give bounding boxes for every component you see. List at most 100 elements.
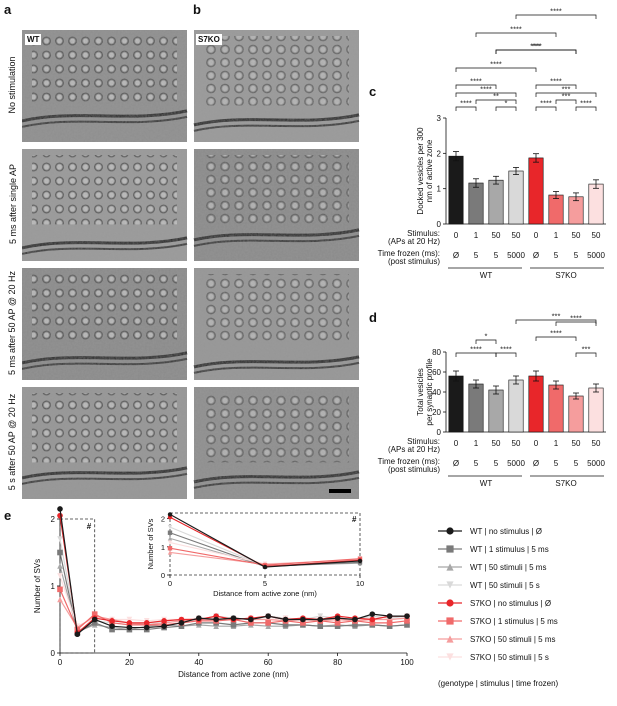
legend-marker-1 <box>446 545 454 553</box>
legend-label-3: WT | 50 stimuli | 5 s <box>470 581 540 590</box>
time-frozen-value: 5 <box>494 459 499 468</box>
micrograph-grain <box>22 149 187 261</box>
group-label-s7ko: S7KO <box>555 271 576 280</box>
significance-stars: **** <box>470 345 482 354</box>
stimulus-value: 50 <box>512 439 521 448</box>
significance-bracket <box>455 106 477 111</box>
data-point <box>317 616 324 623</box>
bar-s7ko-7 <box>588 183 604 225</box>
significance-bracket <box>555 99 577 104</box>
panel-label-b: b <box>193 2 201 17</box>
legend-marker-7 <box>446 653 454 661</box>
data-point <box>57 536 63 542</box>
data-point <box>57 573 63 579</box>
micrograph-wt-row-0 <box>22 30 188 142</box>
legend: WT | no stimulus | Ø WT | 1 stimulus | 5… <box>430 520 617 706</box>
data-point <box>317 613 324 619</box>
stimulus-value: 50 <box>592 231 601 240</box>
legend-marker-3 <box>446 581 454 589</box>
x-tick-label: 0 <box>58 658 63 667</box>
y-tick-label: 0 <box>437 428 442 437</box>
x-tick-label: 60 <box>264 658 273 667</box>
micrograph-s7ko-row-0 <box>193 30 360 142</box>
significance-stars: **** <box>490 60 502 69</box>
micrograph-s7ko-row-3 <box>193 387 360 499</box>
y-tick-label: 40 <box>432 388 441 397</box>
legend-marker-5 <box>446 617 454 625</box>
bar-s7ko-4 <box>528 375 544 433</box>
legend-label-7: S7KO | 50 stimuli | 5 s <box>470 653 549 662</box>
significance-bracket <box>455 84 497 89</box>
y-tick-label: 3 <box>437 114 442 123</box>
legend-label-2: WT | 50 stimuli | 5 ms <box>470 563 547 572</box>
data-point <box>57 506 63 512</box>
inset-x-tick-label: 10 <box>356 579 364 588</box>
data-point <box>109 618 115 624</box>
data-point <box>282 616 289 623</box>
inset-x-tick-label: 5 <box>263 579 267 588</box>
data-point <box>352 622 358 628</box>
data-point <box>300 616 306 623</box>
significance-stars: **** <box>460 99 472 108</box>
time-frozen-value: Ø <box>453 459 459 468</box>
data-point <box>161 618 167 624</box>
micrograph-wt-row-1 <box>22 149 188 261</box>
time-frozen-value: 5000 <box>507 251 525 260</box>
data-point <box>213 623 219 629</box>
row-label-0: No stimulation <box>7 56 17 114</box>
data-point <box>386 613 393 619</box>
time-frozen-value: Ø <box>533 251 539 260</box>
significance-bracket <box>555 321 597 326</box>
micrograph-grain <box>194 387 359 499</box>
data-point <box>386 620 393 626</box>
bar-wt-0 <box>448 375 464 433</box>
data-point <box>57 586 63 593</box>
significance-bracket <box>575 106 597 111</box>
significance-bracket <box>575 352 597 357</box>
data-point <box>57 549 63 556</box>
inset-y-axis-label: Number of SVs <box>146 518 155 569</box>
x-axis-label: Distance from active zone (nm) <box>178 670 289 679</box>
inset-x-axis-label: Distance from active zone (nm) <box>213 589 317 598</box>
data-point <box>369 616 376 623</box>
significance-bracket <box>455 352 497 357</box>
series-0 <box>57 506 410 638</box>
stimulus-value: 1 <box>474 439 479 448</box>
stimulus-value: 50 <box>592 439 601 448</box>
stimulus-value: 50 <box>492 231 501 240</box>
significance-stars: ** <box>493 92 499 101</box>
panel-label-a: a <box>4 2 12 17</box>
significance-stars: **** <box>510 25 522 34</box>
x-tick-label: 100 <box>400 658 414 667</box>
row-label-2: 5 ms after 50 AP @ 20 Hz <box>7 270 17 376</box>
x-tick-label: 20 <box>125 658 134 667</box>
data-point <box>334 615 341 621</box>
group-label-s7ko: S7KO <box>555 479 576 488</box>
data-point <box>109 623 115 629</box>
stimulus-sublabel: (APs at 20 Hz) <box>388 445 440 454</box>
significance-bracket <box>515 14 597 19</box>
data-point <box>386 623 393 629</box>
inset-y-tick-label: 0 <box>161 571 165 580</box>
inset-background <box>140 507 370 605</box>
significance-stars: **** <box>540 99 552 108</box>
bar-s7ko-6 <box>568 395 584 433</box>
data-point <box>334 620 341 626</box>
data-point <box>369 611 376 617</box>
y-tick-label: 20 <box>432 408 441 417</box>
significance-bracket <box>535 106 557 111</box>
y-tick-label: 2 <box>437 149 442 158</box>
data-point <box>248 620 254 626</box>
group-label-wt: WT <box>480 271 493 280</box>
bar-wt-1 <box>468 383 484 433</box>
micrograph-grain <box>194 149 359 261</box>
data-point <box>404 613 410 619</box>
y-axis-label: Docked vesicles per 300nm of active zone <box>416 127 434 215</box>
data-point <box>74 631 81 638</box>
y-tick-label: 2 <box>51 515 56 524</box>
time-frozen-value: 5 <box>554 459 559 468</box>
legend-marker-6 <box>446 635 454 643</box>
legend-markers <box>438 527 462 661</box>
data-point <box>352 616 358 623</box>
data-point <box>404 618 410 624</box>
